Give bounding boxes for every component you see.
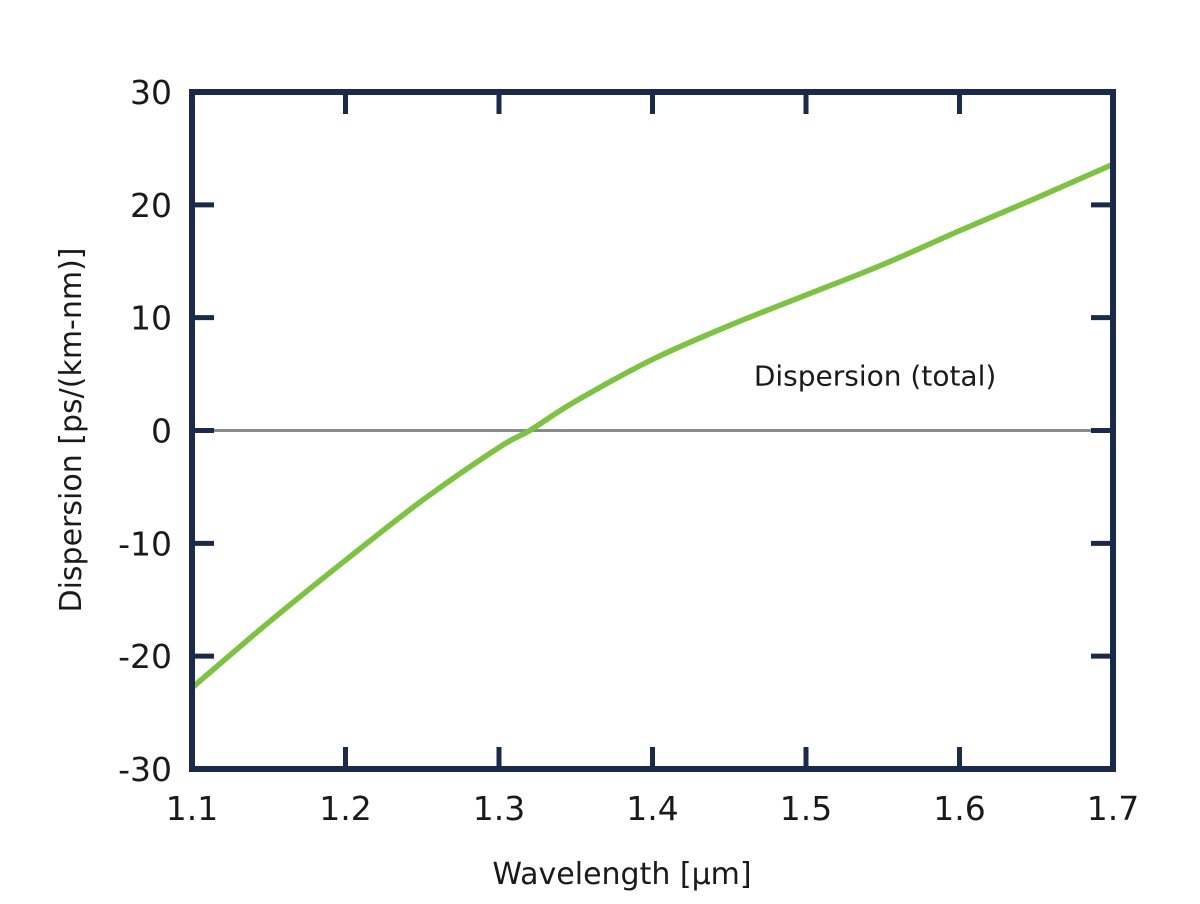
x-tick-label-layer: 1.1 1.2 1.3 1.4 1.5 1.6 1.7	[166, 789, 1139, 828]
series-annotation: Dispersion (total)	[754, 359, 996, 392]
y-tick-label: -30	[118, 750, 172, 789]
x-tick-label: 1.1	[166, 789, 218, 828]
y-axis-title: Dispersion [ps/(km-nm)]	[54, 247, 89, 612]
y-tick-label: 20	[130, 186, 172, 225]
dispersion-total-line	[190, 161, 1115, 690]
x-tick-label: 1.5	[780, 789, 832, 828]
y-tick-label: -20	[118, 637, 172, 676]
x-tick-label: 1.2	[319, 789, 371, 828]
y-tick-label: 30	[130, 73, 172, 112]
y-tick-label: 10	[130, 299, 172, 338]
y-tick-label: 0	[151, 412, 172, 451]
tick-mark-layer	[192, 92, 1113, 769]
series-layer	[190, 161, 1115, 690]
x-tick-label: 1.7	[1087, 789, 1139, 828]
x-tick-label: 1.6	[933, 789, 985, 828]
y-tick-label-layer: -30 -20 -10 0 10 20 30	[118, 73, 172, 789]
x-tick-label: 1.3	[473, 789, 525, 828]
y-tick-label: -10	[118, 524, 172, 563]
x-tick-label: 1.4	[626, 789, 678, 828]
x-axis-title: Wavelength [µm]	[492, 857, 751, 892]
